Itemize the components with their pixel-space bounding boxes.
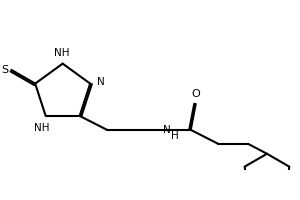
Text: S: S bbox=[1, 65, 8, 75]
Text: NH: NH bbox=[54, 48, 70, 58]
Text: N: N bbox=[163, 125, 171, 135]
Text: NH: NH bbox=[34, 123, 50, 133]
Text: N: N bbox=[97, 77, 105, 87]
Text: O: O bbox=[191, 89, 200, 99]
Text: H: H bbox=[171, 131, 178, 141]
